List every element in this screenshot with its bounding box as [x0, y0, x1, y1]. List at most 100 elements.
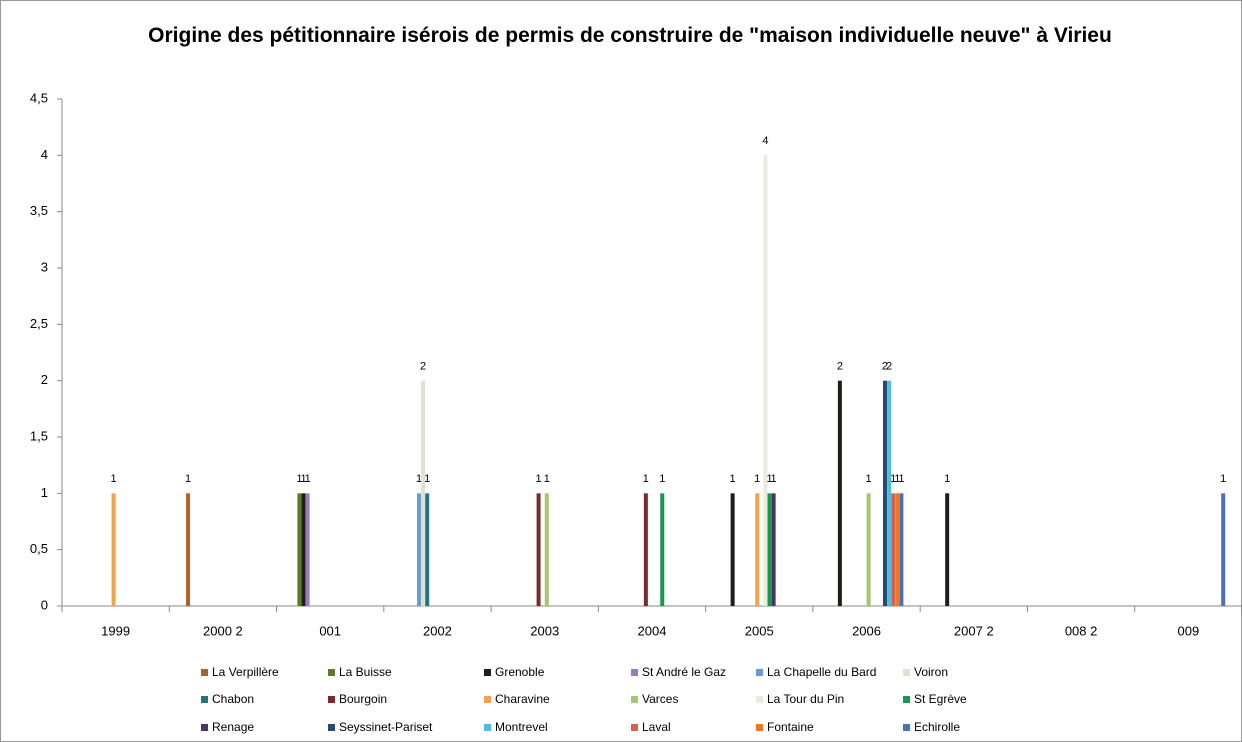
x-tick-label: 2005 [745, 623, 774, 638]
bar [301, 493, 306, 606]
bar [111, 493, 116, 606]
legend-label: Echirolle [914, 720, 960, 734]
legend-label: Renage [212, 720, 254, 734]
legend-swatch [484, 724, 491, 731]
x-tick-label: 008 2 [1065, 623, 1098, 638]
bar [899, 493, 904, 606]
bar [771, 493, 776, 606]
bar [945, 493, 950, 606]
bar [837, 380, 842, 606]
y-tick-label: 2,5 [30, 316, 48, 331]
x-tick-label: 1999 [101, 623, 130, 638]
legend-label: Grenoble [495, 665, 545, 679]
legend-swatch [631, 724, 638, 731]
data-label: 1 [536, 473, 542, 485]
data-label: 1 [111, 473, 117, 485]
legend-swatch [484, 696, 491, 703]
data-label: 1 [416, 473, 422, 485]
data-label: 1 [898, 473, 904, 485]
data-label: 2 [837, 361, 843, 373]
data-label: 1 [659, 473, 665, 485]
data-label: 1 [944, 473, 950, 485]
bar [763, 155, 768, 607]
legend-label: Voiron [914, 665, 948, 679]
data-label: 1 [754, 473, 760, 485]
bar [767, 493, 772, 606]
legend-swatch [201, 669, 208, 676]
legend-label: Chabon [212, 692, 254, 706]
x-tick-label: 009 [1178, 623, 1200, 638]
legend-label: Seyssinet-Pariset [339, 720, 433, 734]
data-label: 1 [300, 473, 306, 485]
data-label: 1 [643, 473, 649, 485]
legend-swatch [903, 724, 910, 731]
legend-swatch [484, 669, 491, 676]
legend-swatch [631, 669, 638, 676]
legend-label: La Verpillère [212, 665, 279, 679]
y-tick-label: 1,5 [30, 428, 48, 443]
bar [882, 380, 887, 606]
bar [891, 493, 896, 606]
data-label: 2 [882, 361, 888, 373]
legend-swatch [756, 696, 763, 703]
data-label: 1 [296, 473, 302, 485]
bar [895, 493, 900, 606]
bar [297, 493, 302, 606]
data-label: 1 [894, 473, 900, 485]
y-tick-label: 3 [41, 259, 48, 274]
data-label: 1 [305, 473, 311, 485]
data-label: 1 [771, 473, 777, 485]
data-label: 1 [185, 473, 191, 485]
legend-swatch [631, 696, 638, 703]
x-tick-label: 001 [319, 623, 341, 638]
data-label: 2 [886, 361, 892, 373]
legend-label: St André le Gaz [642, 665, 726, 679]
data-label: 1 [1220, 473, 1226, 485]
legend-label: Fontaine [767, 720, 814, 734]
data-label: 1 [866, 473, 872, 485]
bar [544, 493, 549, 606]
bar [421, 380, 426, 606]
data-label: 1 [766, 473, 772, 485]
chart-title: Origine des pétitionnaire isérois de per… [148, 24, 1112, 47]
legend-swatch [756, 669, 763, 676]
legend-label: La Tour du Pin [767, 692, 844, 706]
legend-swatch [328, 669, 335, 676]
bar [660, 493, 665, 606]
bar [643, 493, 648, 606]
legend-label: St Egrève [914, 692, 967, 706]
bar [866, 493, 871, 606]
legend-label: Bourgoin [339, 692, 387, 706]
legend-swatch [201, 696, 208, 703]
legend-label: Montrevel [495, 720, 548, 734]
y-tick-label: 4,5 [30, 90, 48, 105]
y-tick-label: 3,5 [30, 203, 48, 218]
x-tick-label: 2000 2 [203, 623, 243, 638]
x-tick-label: 2007 2 [954, 623, 994, 638]
data-label: 1 [424, 473, 430, 485]
bar [755, 493, 760, 606]
data-label: 1 [890, 473, 896, 485]
legend-swatch [201, 724, 208, 731]
x-tick-label: 2003 [530, 623, 559, 638]
legend-label: Charavine [495, 692, 550, 706]
x-tick-label: 2004 [638, 623, 667, 638]
data-label: 1 [730, 473, 736, 485]
legend-swatch [328, 724, 335, 731]
y-tick-label: 1 [41, 485, 48, 500]
bar [1221, 493, 1226, 606]
legend-swatch [903, 669, 910, 676]
x-tick-label: 2006 [852, 623, 881, 638]
x-tick-label: 2002 [423, 623, 452, 638]
data-label: 2 [420, 361, 426, 373]
bar [887, 380, 892, 606]
bar [425, 493, 430, 606]
legend-swatch [903, 696, 910, 703]
y-tick-label: 2 [41, 372, 48, 387]
y-tick-label: 0 [41, 597, 48, 612]
legend-label: La Chapelle du Bard [767, 665, 876, 679]
bar [730, 493, 735, 606]
